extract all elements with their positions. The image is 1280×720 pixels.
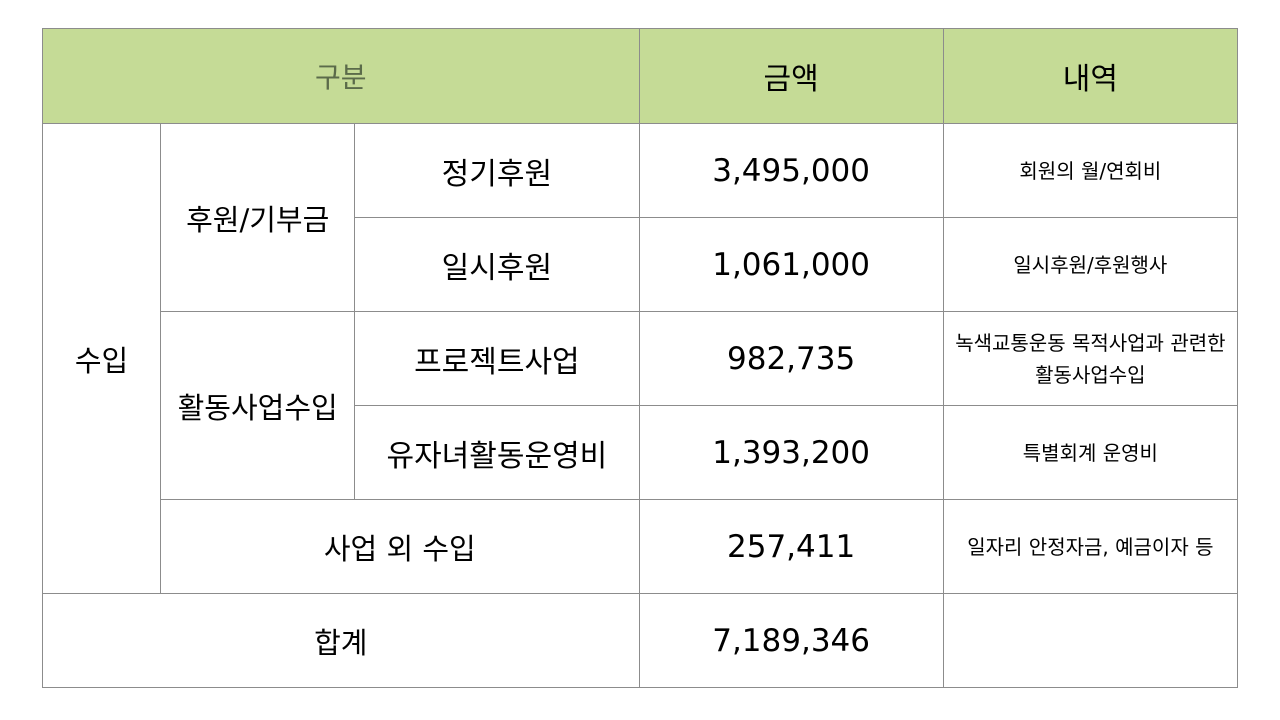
- item-regular-sponsorship: 정기후원: [354, 123, 640, 218]
- total-label: 합계: [42, 593, 640, 688]
- detail-line: 활동사업수입: [1035, 362, 1146, 387]
- item-project: 프로젝트사업: [354, 311, 640, 406]
- header-detail: 내역: [942, 28, 1239, 124]
- table-row: 활동사업수입 프로젝트사업 982,735 녹색교통운동 목적사업과 관련한 활…: [43, 311, 1239, 500]
- table-row: 사업 외 수입 257,411 일자리 안정자금, 예금이자 등: [43, 499, 1239, 594]
- table-header-row: 구분 금액 내역: [42, 28, 1239, 124]
- section-income: 수입: [41, 123, 162, 594]
- detail-line: 녹색교통운동 목적사업과 관련한: [955, 330, 1226, 355]
- amount-cell: 3,495,000: [638, 123, 944, 218]
- detail-cell: 특별회계 운영비: [942, 405, 1239, 500]
- total-row: 합계 7,189,346: [42, 593, 1239, 688]
- group-non-business: 사업 외 수입: [160, 499, 640, 594]
- group-activity: 활동사업수입: [160, 311, 356, 500]
- group-sponsorship: 후원/기부금: [160, 123, 356, 312]
- header-category: 구분: [42, 28, 640, 124]
- table-row: 일시후원 1,061,000 일시후원/후원행사: [43, 217, 1239, 312]
- header-amount: 금액: [638, 28, 944, 124]
- total-amount: 7,189,346: [638, 593, 944, 688]
- amount-cell: 1,393,200: [638, 405, 944, 500]
- amount-cell: 257,411: [638, 499, 944, 594]
- detail-cell: [942, 593, 1239, 688]
- income-table: 구분 금액 내역 수입 후원/기부금 정기후원 3,495,000 회원의 월/…: [41, 28, 1239, 688]
- detail-cell: 회원의 월/연회비: [942, 123, 1239, 218]
- detail-cell: 일자리 안정자금, 예금이자 등: [942, 499, 1239, 594]
- item-one-time-sponsorship: 일시후원: [354, 217, 640, 312]
- amount-cell: 982,735: [638, 311, 944, 406]
- item-child-activity: 유자녀활동운영비: [354, 405, 640, 500]
- amount-cell: 1,061,000: [638, 217, 944, 312]
- detail-cell: 녹색교통운동 목적사업과 관련한 활동사업수입: [942, 311, 1239, 406]
- detail-cell: 일시후원/후원행사: [942, 217, 1239, 312]
- table-row: 수입 후원/기부금 정기후원 3,495,000 회원의 월/연회비: [41, 123, 1239, 594]
